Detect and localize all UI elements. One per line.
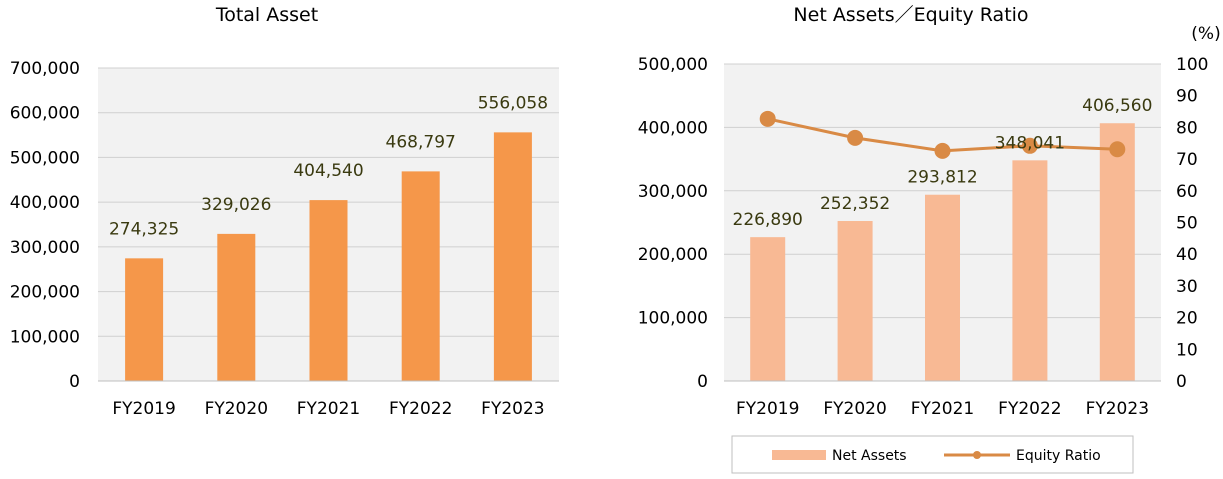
total-asset-bars: [125, 132, 532, 381]
x-tick-label: FY2023: [481, 399, 544, 419]
bar: [125, 258, 164, 381]
bar: [1099, 123, 1135, 381]
data-label: 406,560: [1082, 96, 1152, 116]
y2-tick-label: 80: [1176, 118, 1198, 138]
legend-equity-ratio-marker: [973, 451, 981, 459]
point: [1021, 137, 1038, 154]
x-tick-label: FY2020: [823, 399, 886, 419]
legend: Net Assets Equity Ratio: [731, 435, 1134, 474]
x-tick-label: FY2019: [736, 399, 799, 419]
data-label: 274,325: [109, 219, 179, 239]
point: [1109, 141, 1126, 158]
x-tick-label: FY2019: [112, 399, 175, 419]
x-tick-label: FY2020: [205, 399, 268, 419]
point: [847, 129, 864, 146]
net-assets-y-axis: 0 100,000 200,000 300,000 400,000 500,000: [638, 55, 708, 392]
y2-tick-label: 0: [1176, 372, 1187, 392]
data-label: 252,352: [820, 194, 890, 214]
total-asset-x-axis: FY2019 FY2020 FY2021 FY2022 FY2023: [112, 399, 544, 419]
total-asset-data-labels: 274,325 329,026 404,540 468,797 556,058: [109, 93, 548, 239]
data-label: 226,890: [733, 210, 803, 230]
bar: [837, 221, 873, 381]
total-asset-title: Total Asset: [215, 4, 318, 26]
x-tick-label: FY2022: [389, 399, 452, 419]
y2-tick-label: 30: [1176, 277, 1198, 297]
y-tick-label: 500,000: [10, 148, 80, 168]
y2-tick-label: 60: [1176, 182, 1198, 202]
y-tick-label: 600,000: [10, 104, 80, 124]
bar: [493, 132, 532, 381]
y2-tick-label: 10: [1176, 340, 1198, 360]
legend-equity-ratio-label: Equity Ratio: [1016, 448, 1101, 464]
data-label: 348,041: [995, 133, 1065, 153]
net-assets-x-axis: FY2019 FY2020 FY2021 FY2022 FY2023: [736, 399, 1149, 419]
bar: [309, 200, 348, 381]
y2-tick-label: 40: [1176, 245, 1198, 265]
bar: [1012, 160, 1048, 381]
y2-tick-label: 100: [1176, 55, 1208, 75]
y-tick-label: 0: [69, 372, 80, 392]
y2-tick-label: 70: [1176, 150, 1198, 170]
y-tick-label: 400,000: [638, 118, 708, 138]
net-assets-chart: Net Assets／Equity Ratio (%) 0 100,000 200,…: [638, 4, 1221, 474]
net-assets-data-labels: 226,890 252,352 293,812 348,041 406,560: [733, 96, 1153, 230]
y-tick-label: 700,000: [10, 59, 80, 79]
y-tick-label: 400,000: [10, 193, 80, 213]
data-label: 556,058: [478, 93, 548, 113]
legend-net-assets-label: Net Assets: [832, 448, 907, 464]
data-label: 404,540: [293, 161, 363, 181]
point: [934, 142, 951, 159]
data-label: 329,026: [201, 195, 271, 215]
y-tick-label: 300,000: [10, 238, 80, 258]
total-asset-y-axis: 0 100,000 200,000 300,000 400,000 500,000 600,…: [10, 59, 80, 392]
net-assets-title: Net Assets／Equity Ratio: [793, 4, 1028, 26]
x-tick-label: FY2022: [998, 399, 1061, 419]
y2-tick-label: 50: [1176, 214, 1198, 234]
bar: [217, 233, 256, 381]
y-tick-label: 100,000: [10, 327, 80, 347]
bar: [750, 237, 786, 381]
y-tick-label: 300,000: [638, 182, 708, 202]
x-tick-label: FY2023: [1086, 399, 1149, 419]
y-tick-label: 0: [697, 372, 708, 392]
y-tick-label: 500,000: [638, 55, 708, 75]
data-label: 468,797: [386, 132, 456, 152]
y2-tick-label: 20: [1176, 309, 1198, 329]
total-asset-chart: Total Asset 0 100,000 200,000 300,000 400,00…: [10, 4, 559, 419]
point: [759, 110, 776, 127]
x-tick-label: FY2021: [297, 399, 360, 419]
y-tick-label: 200,000: [10, 283, 80, 303]
equity-ratio-y-axis: 0 10 20 30 40 50 60 70 80 90 100: [1176, 55, 1208, 392]
y-tick-label: 100,000: [638, 309, 708, 329]
legend-net-assets-swatch: [772, 450, 826, 460]
y-tick-label: 200,000: [638, 245, 708, 265]
bar: [401, 171, 440, 381]
equity-ratio-unit-label: (%): [1191, 24, 1220, 44]
y2-tick-label: 90: [1176, 87, 1198, 107]
equity-ratio-line: [759, 110, 1126, 159]
bar: [925, 194, 960, 381]
x-tick-label: FY2021: [911, 399, 974, 419]
data-label: 293,812: [907, 168, 977, 188]
net-assets-bars: [750, 123, 1135, 381]
